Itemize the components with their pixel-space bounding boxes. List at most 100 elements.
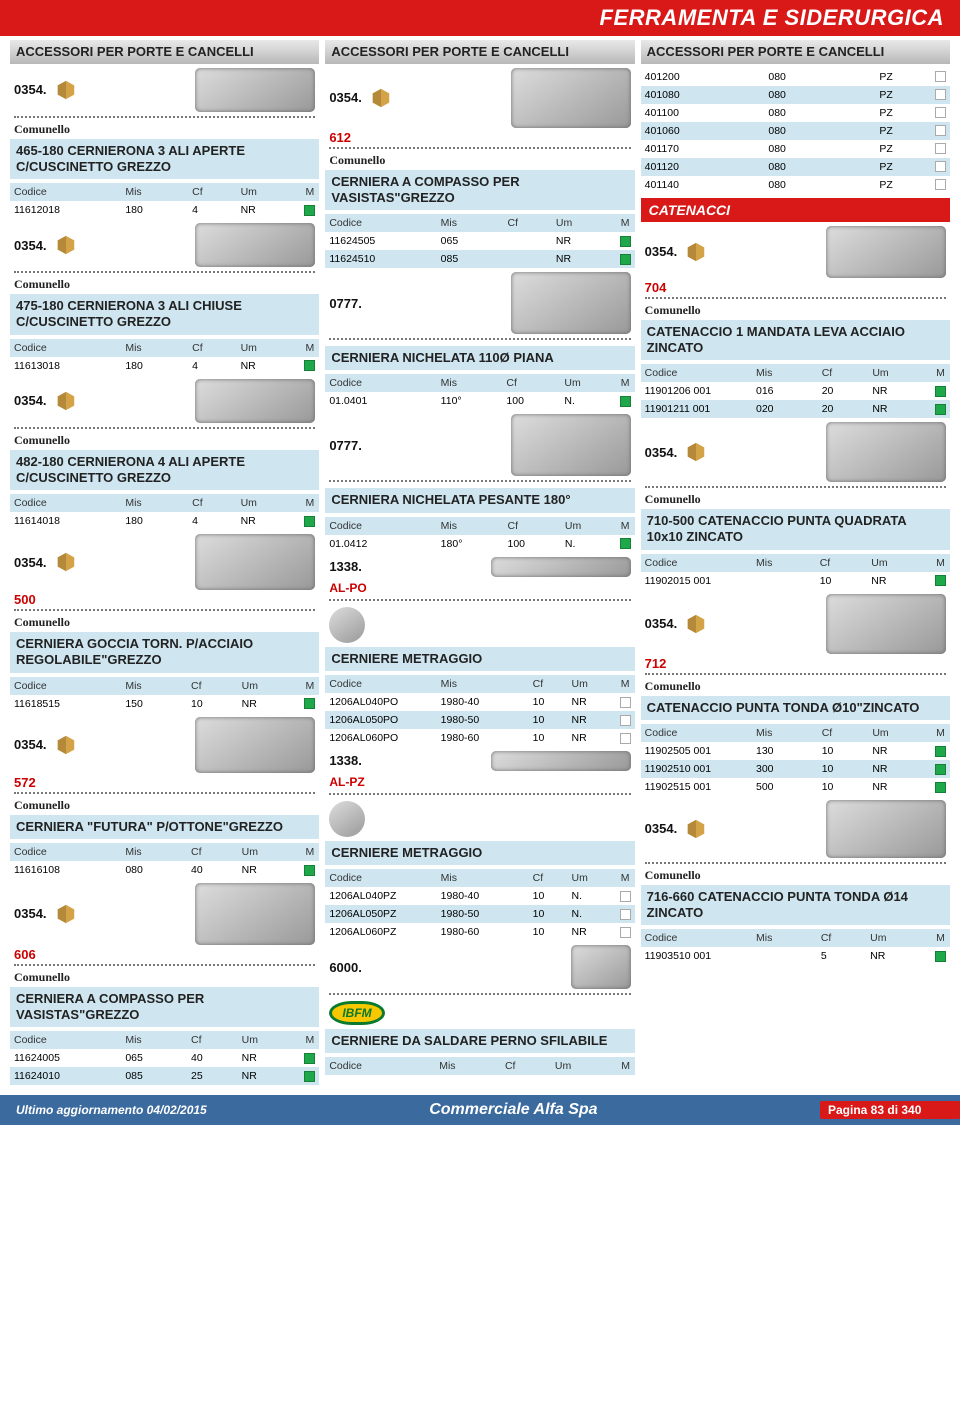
prefix: 0354. (645, 821, 678, 836)
table-c1s5: CodiceMisCfUmM 1161610808040NR (10, 843, 319, 879)
package-icon (55, 79, 77, 101)
columns: ACCESSORI PER PORTE E CANCELLI 0354. Com… (0, 36, 960, 1095)
table-c1s1: Codice Mis Cf Um M 116120181804NR (10, 183, 319, 219)
badge-icon (329, 801, 365, 837)
table-c1s2: CodiceMisCfUmM 116130181804NR (10, 339, 319, 375)
product-title: CERNIERE METRAGGIO (325, 647, 634, 671)
brand-comunello: Comunello (10, 431, 319, 450)
footer-page: Pagina 83 di 340 (820, 1101, 960, 1119)
table-row: 401120080PZ (641, 158, 950, 176)
table-c1s4: CodiceMisCfUmM 1161851515010NR (10, 677, 319, 713)
product-title: 475-180 CERNIERONA 3 ALI CHIUSE C/CUSCIN… (10, 294, 319, 335)
th-m: M (300, 183, 319, 201)
prefix: 0354. (14, 393, 47, 408)
th-cf: Cf (188, 183, 236, 201)
th-codice: Codice (10, 183, 121, 201)
divider (329, 793, 630, 795)
prefix: 0354. (14, 82, 47, 97)
table-c2s4: CodiceMisCfUmM 1206AL040PO1980-4010NR120… (325, 675, 634, 747)
prefix: 0354. (14, 737, 47, 752)
brand-comunello: Comunello (325, 151, 634, 170)
table-row: 116120181804NR (10, 201, 319, 219)
table-c2s1: CodiceMisCfUmM 11624505065NR11624510085N… (325, 214, 634, 268)
table-row: 116140181804NR (10, 512, 319, 530)
divider (329, 599, 630, 601)
brand-comunello: Comunello (10, 120, 319, 139)
package-icon (370, 87, 392, 109)
column-1: ACCESSORI PER PORTE E CANCELLI 0354. Com… (10, 40, 319, 1087)
product-image (826, 422, 946, 482)
table-row: 01.0412180°100N. (325, 535, 634, 553)
table-row: 1206AL050PO1980-5010NR (325, 711, 634, 729)
product-image (195, 379, 315, 423)
catenacci-title: CATENACCI (641, 198, 950, 222)
product-image (826, 226, 946, 278)
brand-comunello: Comunello (641, 301, 950, 320)
product-title: CERNIERA A COMPASSO PER VASISTAS"GREZZO (325, 170, 634, 211)
table-row: 1206AL050PZ1980-5010N. (325, 905, 634, 923)
divider (329, 338, 630, 340)
brand-comunello: Comunello (10, 968, 319, 987)
brand-comunello: Comunello (641, 866, 950, 885)
th-mis: Mis (121, 183, 188, 201)
prefix: 6000. (329, 960, 362, 975)
package-icon (55, 390, 77, 412)
footer: Ultimo aggiornamento 04/02/2015 Commerci… (0, 1095, 960, 1125)
product-image (511, 272, 631, 334)
brand-comunello: Comunello (10, 275, 319, 294)
package-icon (685, 613, 707, 635)
table-row: 11902015 00110NR (641, 572, 950, 590)
table-row: 1206AL060PZ1980-6010NR (325, 923, 634, 941)
table-c2s3: CodiceMisCfUmM 01.0412180°100N. (325, 517, 634, 553)
package-icon (685, 241, 707, 263)
table-row: 11902515 00150010NR (641, 778, 950, 796)
prefix: 1338. (329, 559, 362, 574)
header: FERRAMENTA E SIDERURGICA (0, 0, 960, 36)
package-icon (55, 234, 77, 256)
table-row: 1162401008525NR (10, 1067, 319, 1085)
prefix: 0777. (329, 438, 362, 453)
table-row: 11903510 0015NR (641, 947, 950, 965)
package-icon (55, 903, 77, 925)
col3-cat-title: ACCESSORI PER PORTE E CANCELLI (641, 40, 950, 64)
product-title: CERNIERA NICHELATA 110Ø PIANA (325, 346, 634, 370)
table-c2s2: CodiceMisCfUmM 01.0401110°100N. (325, 374, 634, 410)
product-title: CERNIERE METRAGGIO (325, 841, 634, 865)
product-title: 710-500 CATENACCIO PUNTA QUADRATA 10x10 … (641, 509, 950, 550)
table-pz: 401200080PZ401080080PZ401100080PZ4010600… (641, 68, 950, 194)
product-image (195, 534, 315, 590)
table-c3s2: CodiceMisCfUmM 11902015 00110NR (641, 554, 950, 590)
column-2: ACCESSORI PER PORTE E CANCELLI 0354. 612… (325, 40, 634, 1087)
ibfm-badge: IBFM (329, 1001, 384, 1025)
divider (329, 147, 630, 149)
product-image (511, 414, 631, 476)
red-num: 704 (641, 280, 950, 295)
table-row: 11902505 00113010NR (641, 742, 950, 760)
product-title: 716-660 CATENACCIO PUNTA TONDA Ø14 ZINCA… (641, 885, 950, 926)
table-row: 401060080PZ (641, 122, 950, 140)
product-title: CERNIERE DA SALDARE PERNO SFILABILE (325, 1029, 634, 1053)
footer-updated: Ultimo aggiornamento 04/02/2015 (16, 1103, 207, 1117)
prefix: 0777. (329, 296, 362, 311)
package-icon (55, 734, 77, 756)
red-num: 612 (325, 130, 634, 145)
product-image (491, 557, 631, 577)
table-c3s3: CodiceMisCfUmM 11902505 00113010NR119025… (641, 724, 950, 796)
red-num: 572 (10, 775, 319, 790)
table-row: 1161610808040NR (10, 861, 319, 879)
divider (645, 673, 946, 675)
col1-cat-title: ACCESSORI PER PORTE E CANCELLI (10, 40, 319, 64)
divider (14, 792, 315, 794)
footer-company: Commerciale Alfa Spa (207, 1101, 820, 1119)
table-c1s3: CodiceMisCfUmM 116140181804NR (10, 494, 319, 530)
table-row: 11901206 00101620NR (641, 382, 950, 400)
divider (329, 480, 630, 482)
table-row: 401200080PZ (641, 68, 950, 86)
brand-comunello: Comunello (641, 677, 950, 696)
product-title: CATENACCIO 1 MANDATA LEVA ACCIAIO ZINCAT… (641, 320, 950, 361)
product-title: 465-180 CERNIERONA 3 ALI APERTE C/CUSCIN… (10, 139, 319, 180)
divider (14, 427, 315, 429)
table-row: 11624510085NR (325, 250, 634, 268)
table-c3s4: CodiceMisCfUmM 11903510 0015NR (641, 929, 950, 965)
product-title: CERNIERA "FUTURA" P/OTTONE"GREZZO (10, 815, 319, 839)
